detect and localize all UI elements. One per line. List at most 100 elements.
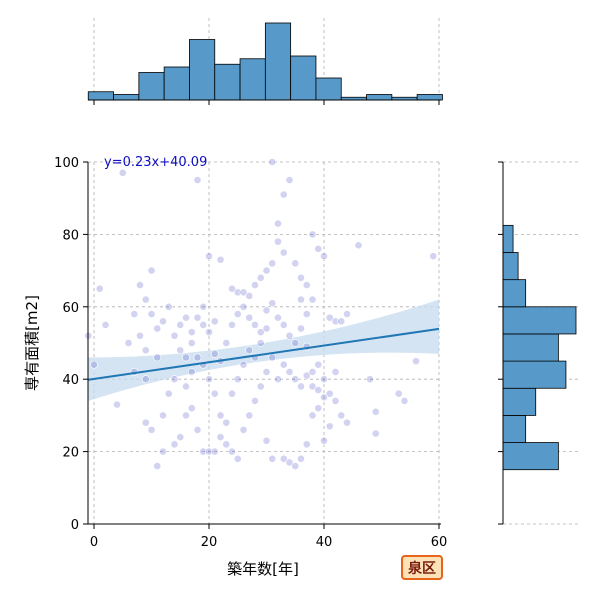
top-hist-bar <box>416 94 443 101</box>
right-histogram <box>498 161 580 525</box>
data-point <box>141 346 150 355</box>
data-point <box>268 299 277 308</box>
data-point <box>159 317 167 326</box>
data-point <box>297 273 305 282</box>
regression-equation: y=0.23x+40.09 <box>104 155 207 170</box>
right-hist-bar <box>502 306 577 335</box>
top-hist-bar <box>87 91 114 101</box>
data-point <box>308 368 317 376</box>
data-point <box>371 407 380 416</box>
top-hist-bar <box>264 22 292 101</box>
data-point <box>291 375 300 384</box>
data-point <box>176 433 185 442</box>
data-point <box>320 436 328 445</box>
data-point <box>228 447 236 456</box>
data-point <box>113 400 121 409</box>
data-point <box>136 331 144 340</box>
data-point <box>187 328 196 337</box>
data-point <box>147 425 156 434</box>
data-point <box>274 237 282 246</box>
data-point <box>176 346 185 355</box>
y-tick-label: 80 <box>62 228 79 243</box>
data-point <box>193 425 202 434</box>
data-point <box>182 353 190 362</box>
data-point <box>164 302 173 311</box>
data-point <box>337 411 346 420</box>
data-point <box>314 404 323 413</box>
data-point <box>274 375 282 384</box>
data-point <box>354 241 363 250</box>
data-point <box>141 295 150 304</box>
data-point <box>216 433 225 442</box>
data-point <box>228 389 236 398</box>
right-hist-bar <box>502 224 514 253</box>
data-point <box>251 281 259 289</box>
data-point <box>297 382 305 391</box>
right-hist-bar <box>502 414 527 443</box>
top-hist-bar <box>138 72 165 101</box>
y-tick-label: 20 <box>62 446 79 461</box>
data-point <box>147 310 156 318</box>
data-point <box>182 382 190 391</box>
data-point <box>268 454 277 463</box>
data-point <box>291 339 300 347</box>
data-point <box>245 292 254 300</box>
data-point <box>394 389 403 398</box>
data-point <box>325 313 334 322</box>
y-tick-label: 60 <box>62 301 79 316</box>
data-point <box>308 411 317 420</box>
data-point <box>308 382 317 391</box>
data-point <box>147 266 156 275</box>
x-tick-label: 0 <box>90 535 98 550</box>
main-scatter-plot: 0 20 40 60 0 20 40 60 80 100 y=0.23x+40.09 築年数[年]… <box>23 155 447 578</box>
top-histogram <box>87 18 443 105</box>
data-point <box>256 382 265 391</box>
data-point <box>222 440 231 449</box>
data-point <box>302 371 311 380</box>
right-hist-bar <box>502 333 559 362</box>
y-tick-label: 40 <box>62 373 79 388</box>
data-point <box>199 320 208 329</box>
data-point <box>256 273 265 282</box>
data-point <box>95 284 104 293</box>
data-point <box>210 447 219 456</box>
x-axis-label: 築年数[年] <box>227 560 299 578</box>
data-point <box>141 375 150 384</box>
data-point <box>233 288 242 297</box>
data-point <box>210 349 219 358</box>
data-point <box>193 313 202 322</box>
top-hist-bar <box>163 66 190 101</box>
right-hist-bar <box>502 387 537 416</box>
data-point <box>233 310 242 318</box>
data-point <box>279 360 288 369</box>
district-badge: 泉区 <box>401 555 443 580</box>
data-point <box>153 324 162 333</box>
data-point <box>268 353 277 362</box>
data-point <box>343 310 351 318</box>
right-hist-bar <box>502 360 567 389</box>
data-point <box>170 375 179 384</box>
data-point <box>285 176 294 184</box>
data-point <box>308 295 317 304</box>
data-point <box>337 317 346 326</box>
data-point <box>343 418 351 427</box>
data-point <box>205 447 213 456</box>
data-point <box>239 302 248 311</box>
data-point <box>279 248 288 257</box>
data-point <box>262 324 271 333</box>
data-point <box>239 288 248 297</box>
data-point <box>297 454 305 463</box>
data-point <box>245 346 254 355</box>
data-point <box>291 462 300 470</box>
x-tick-label: 60 <box>431 535 448 550</box>
data-point <box>320 393 328 402</box>
data-point <box>302 310 311 318</box>
data-point <box>308 230 317 239</box>
data-point <box>285 368 294 376</box>
data-point <box>366 375 374 384</box>
top-hist-bar <box>214 63 241 101</box>
data-point <box>320 375 328 384</box>
data-point <box>187 339 196 347</box>
data-point <box>262 436 271 445</box>
x-tick-label: 40 <box>316 535 333 550</box>
